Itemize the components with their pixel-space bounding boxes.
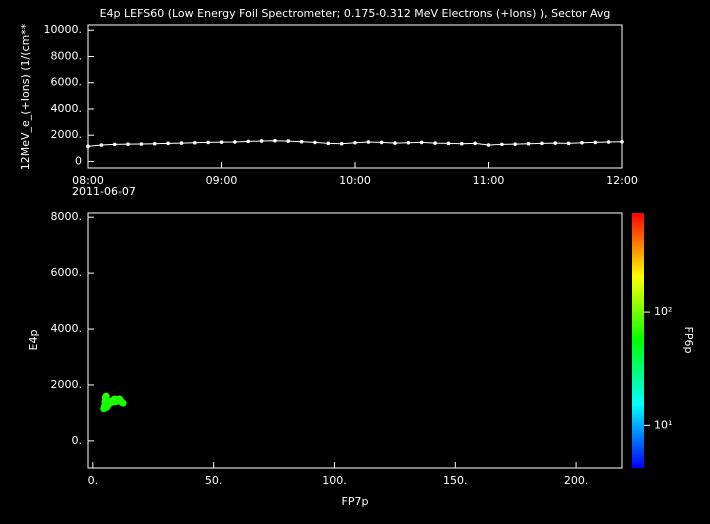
data-point (152, 141, 157, 146)
data-point (313, 140, 317, 145)
data-point (126, 142, 130, 146)
plot-frame (87, 212, 623, 469)
data-point (99, 143, 104, 147)
colorbar-tick-label: 10¹ (654, 418, 672, 431)
y-tick-label: 2000. (51, 378, 83, 391)
data-point (219, 140, 224, 144)
y-tick-label: 8000. (51, 210, 83, 223)
x-tick-label: 0. (88, 474, 99, 487)
colorbar (632, 213, 644, 468)
date-label: 2011-06-07 (72, 185, 136, 198)
data-point (593, 140, 598, 145)
data-point (393, 141, 397, 145)
data-point (606, 140, 611, 144)
data-point (526, 141, 531, 146)
y-tick-label: 6000. (51, 76, 83, 89)
data-point (299, 139, 304, 144)
data-point (366, 140, 371, 144)
data-point (460, 141, 464, 146)
data-point (259, 139, 264, 143)
x-tick-label: 200. (564, 474, 589, 487)
x-tick-label: 12:00 (606, 174, 638, 187)
x-tick-label: 50. (205, 474, 223, 487)
data-point (540, 141, 544, 146)
data-point (620, 139, 624, 144)
colorbar-label: FP6p (682, 327, 695, 354)
y-tick-label: 0. (72, 434, 83, 447)
data-point (86, 144, 90, 149)
y-tick-label: 6000. (51, 266, 83, 279)
x-tick-label: 11:00 (473, 174, 505, 187)
data-point (139, 142, 144, 146)
data-point (553, 141, 558, 145)
data-point (233, 140, 237, 144)
y-tick-label: 0 (75, 154, 82, 167)
y-axis-label: 12MeV_e_(+Ions) (1/(cm** (19, 23, 32, 170)
data-point (513, 142, 517, 146)
data-point (273, 138, 277, 143)
data-point (179, 141, 184, 145)
data-point (112, 142, 117, 147)
data-point (500, 142, 504, 147)
data-point (246, 139, 250, 144)
data-point (206, 140, 210, 145)
data-point (486, 143, 491, 147)
chart-title: E4p LEFS60 (Low Energy Foil Spectrometer… (100, 7, 611, 20)
plot-frame (87, 24, 623, 169)
data-point (473, 141, 477, 146)
y-tick-label: 4000. (51, 102, 83, 115)
data-point (446, 141, 451, 146)
x-tick-label: 100. (322, 474, 347, 487)
data-point (326, 141, 331, 146)
data-point (433, 141, 437, 145)
data-point (406, 141, 411, 145)
data-point (580, 141, 584, 145)
x-tick-label: 09:00 (206, 174, 238, 187)
x-axis-label: FP7p (342, 495, 369, 508)
x-tick-label: 150. (443, 474, 468, 487)
data-point (419, 140, 424, 145)
y-tick-label: 10000. (44, 23, 83, 36)
data-point (119, 399, 127, 407)
y-tick-label: 2000. (51, 128, 83, 141)
data-point (566, 141, 571, 146)
colorbar-tick-label: 10² (654, 305, 672, 318)
data-point (353, 141, 357, 145)
data-point (339, 141, 344, 146)
y-tick-label: 4000. (51, 322, 83, 335)
x-tick-label: 08:00 (72, 174, 104, 187)
data-point (286, 139, 291, 143)
data-point (379, 140, 384, 145)
y-axis-label: E4p (27, 330, 40, 351)
data-point (193, 141, 197, 145)
y-tick-label: 8000. (51, 49, 83, 62)
data-point (166, 141, 170, 146)
x-tick-label: 10:00 (339, 174, 371, 187)
